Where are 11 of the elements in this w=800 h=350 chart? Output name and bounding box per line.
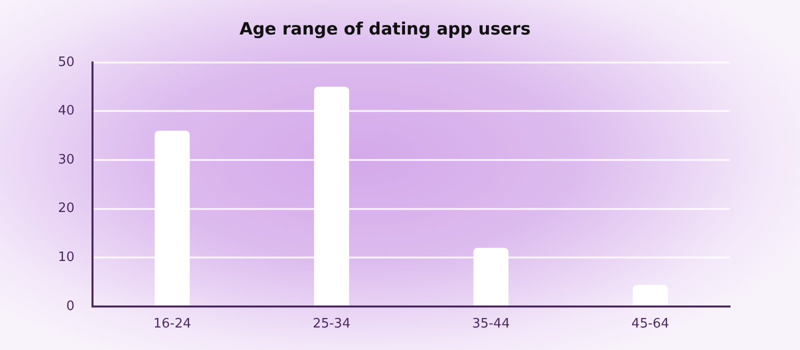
- y-tick-label: 10: [58, 250, 75, 265]
- chart-title: Age range of dating app users: [239, 20, 531, 40]
- x-tick-label: 35-44: [472, 316, 510, 332]
- y-tick-label: 50: [58, 54, 75, 70]
- x-tick-label: 45-64: [631, 316, 670, 332]
- y-tick-label: 20: [58, 201, 75, 216]
- y-tick-label: 40: [58, 104, 75, 119]
- y-tick-label: 30: [58, 152, 75, 168]
- x-tick-label: 16-24: [153, 316, 192, 332]
- x-tick-label: 25-34: [312, 316, 350, 332]
- y-tick-label: 0: [66, 298, 75, 314]
